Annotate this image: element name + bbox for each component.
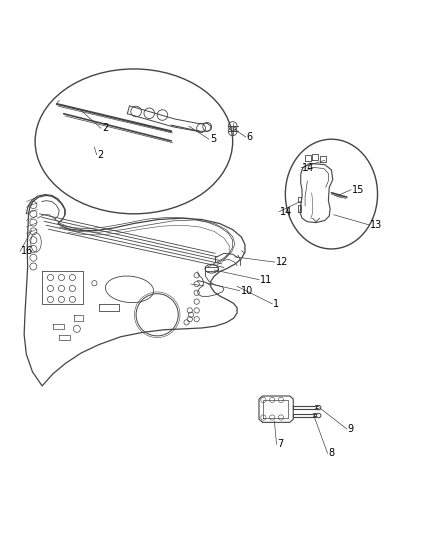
Text: 10: 10	[240, 286, 252, 296]
Text: 2: 2	[102, 123, 108, 133]
Text: 8: 8	[328, 448, 334, 458]
Text: 6: 6	[246, 132, 252, 142]
Text: 1: 1	[272, 299, 279, 309]
Text: 7: 7	[277, 439, 283, 449]
Text: 13: 13	[369, 220, 381, 230]
Text: 9: 9	[347, 424, 353, 434]
Text: 16: 16	[21, 246, 33, 256]
Text: 12: 12	[275, 257, 287, 267]
Text: 14: 14	[301, 163, 314, 173]
Text: 14: 14	[279, 207, 292, 216]
Text: 15: 15	[351, 184, 364, 195]
Text: 5: 5	[209, 134, 215, 144]
Text: 2: 2	[97, 150, 103, 159]
Text: 11: 11	[259, 274, 272, 285]
